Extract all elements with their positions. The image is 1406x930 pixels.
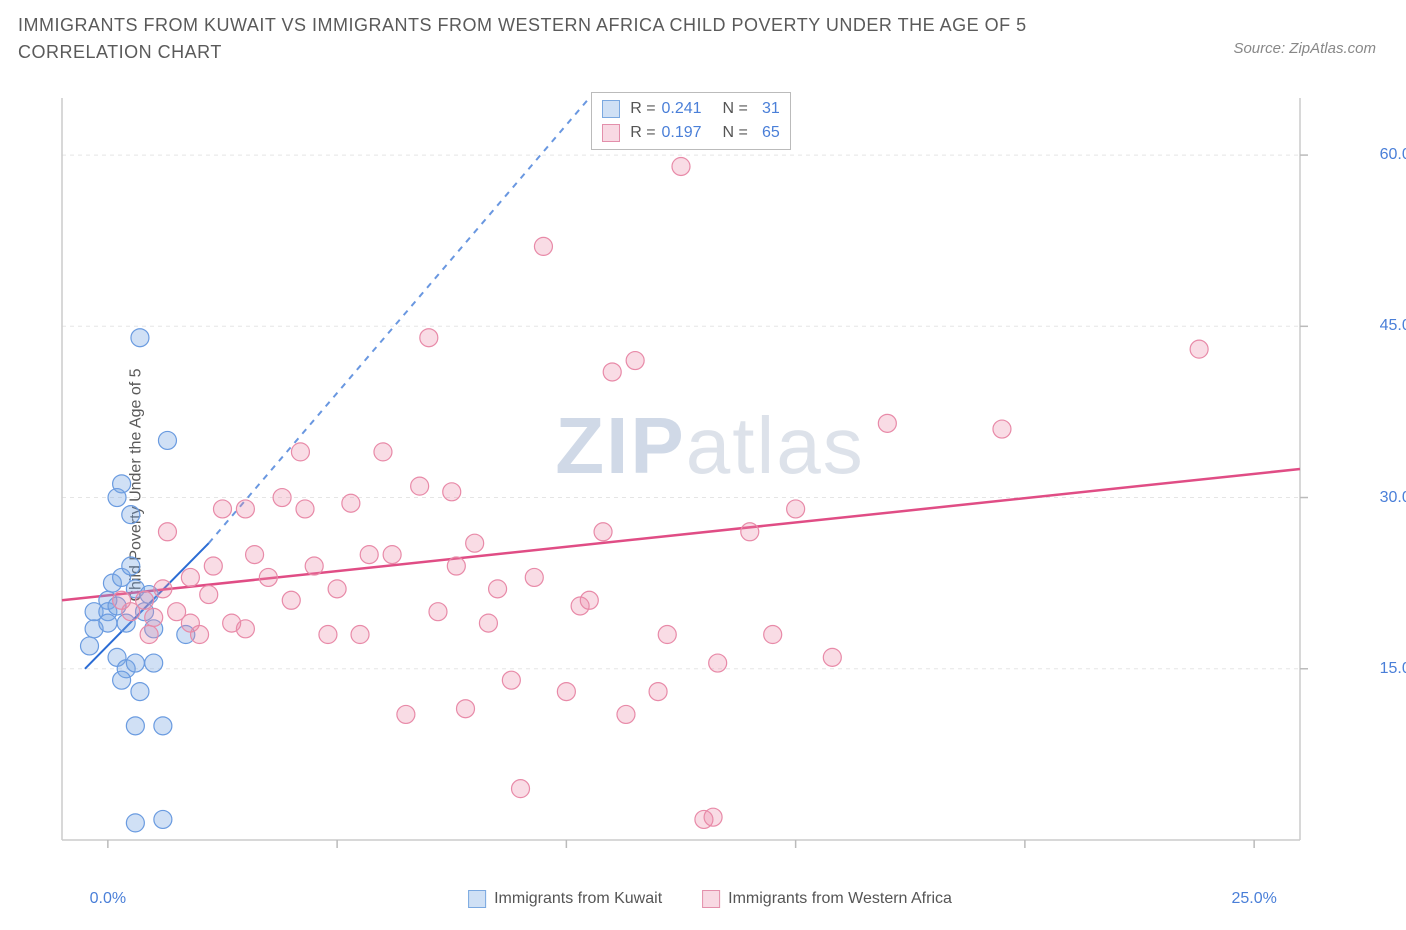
stats-row: R = 0.241 N = 31: [602, 97, 780, 121]
legend-item: Immigrants from Kuwait: [468, 890, 662, 908]
scatter-plot: [50, 90, 1370, 880]
legend-label: Immigrants from Western Africa: [728, 890, 952, 908]
legend-swatch: [602, 100, 620, 118]
legend-swatch: [602, 124, 620, 142]
bottom-legend: Immigrants from Kuwait Immigrants from We…: [468, 890, 952, 908]
x-tick-label: 25.0%: [1231, 890, 1276, 908]
y-tick-label: 45.0%: [1380, 317, 1406, 335]
legend-item: Immigrants from Western Africa: [702, 890, 952, 908]
chart-container: Child Poverty Under the Age of 5 ZIPatla…: [50, 90, 1370, 880]
y-tick-label: 15.0%: [1380, 660, 1406, 678]
stats-legend-box: R = 0.241 N = 31R = 0.197 N = 65: [591, 92, 791, 150]
legend-swatch: [468, 890, 486, 908]
legend-swatch: [702, 890, 720, 908]
source-attribution: Source: ZipAtlas.com: [1233, 40, 1376, 57]
x-tick-label: 0.0%: [90, 890, 126, 908]
y-tick-label: 60.0%: [1380, 146, 1406, 164]
chart-title: IMMIGRANTS FROM KUWAIT VS IMMIGRANTS FRO…: [18, 12, 1118, 66]
legend-label: Immigrants from Kuwait: [494, 890, 662, 908]
stats-row: R = 0.197 N = 65: [602, 121, 780, 145]
y-tick-label: 30.0%: [1380, 489, 1406, 507]
